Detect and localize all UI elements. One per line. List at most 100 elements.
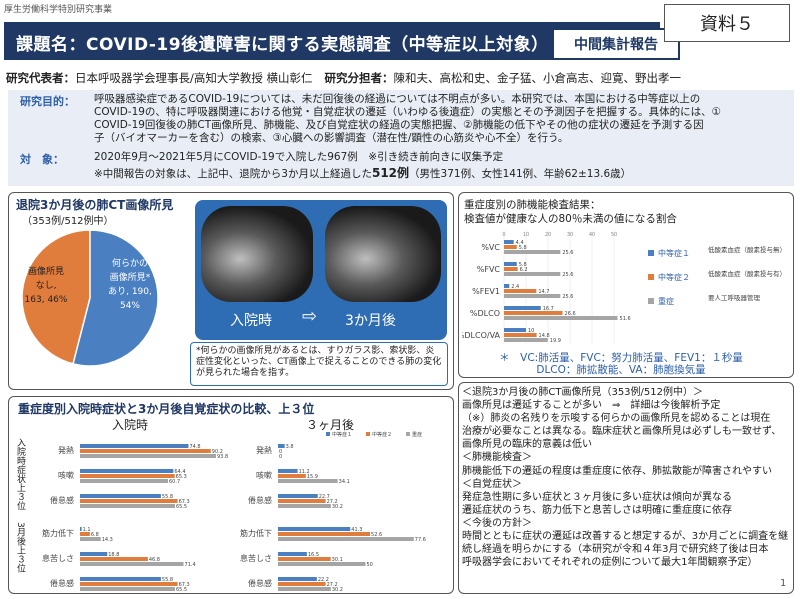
summary-line: ＜肺機能検査＞ xyxy=(462,452,532,464)
category-label: %DLCO xyxy=(470,309,500,318)
data-label: 50 xyxy=(367,562,373,568)
legend-swatch xyxy=(406,432,410,436)
symptom-label: 発熱 xyxy=(58,445,74,455)
data-label: 25.6 xyxy=(562,250,573,256)
symptom-label: 咳嗽 xyxy=(58,470,74,480)
data-label: 74.8 xyxy=(189,444,200,450)
ct-label-before: 入院時 xyxy=(230,313,272,329)
ct-pie-chart: 画像所見 なし, 163, 46% 何らかの 画像所見* あり, 190, 54… xyxy=(21,229,159,367)
category-label: %FEV1 xyxy=(472,287,500,296)
summary-line: 画像所見の臨床的意義は低い xyxy=(462,439,592,451)
data-label: 16.7 xyxy=(543,306,554,312)
bar-1 xyxy=(80,449,211,453)
page-number: 1 xyxy=(780,578,787,589)
group-label-3months: 3月後上３位 xyxy=(15,522,26,574)
data-label: 26.6 xyxy=(565,311,576,317)
data-label: 51.6 xyxy=(620,316,631,322)
data-label: 65.5 xyxy=(176,504,187,510)
target-label: 対 象： xyxy=(20,153,64,166)
lung-title-2: 検査値が健康な人の80％未満の値になる割合 xyxy=(464,213,677,225)
bar-2 xyxy=(80,504,175,508)
bar-0 xyxy=(504,262,517,266)
bar-0 xyxy=(80,494,161,498)
data-label: 22.2 xyxy=(318,577,329,583)
tick-label: 0 xyxy=(502,232,505,238)
data-label: 55.8 xyxy=(162,577,173,583)
tick-label: 30 xyxy=(567,232,573,238)
data-label: 5.8 xyxy=(519,262,527,268)
data-label: 30.2 xyxy=(332,504,343,510)
ct-panel-title: 退院3か月後の肺CT画像所見 xyxy=(16,198,174,212)
purpose-line: COVID-19の、特に呼吸器関連における他覚・自覚症状の遷延（いわゆる後遺症）… xyxy=(94,106,722,118)
data-label: 30.2 xyxy=(332,587,343,592)
pie-label-a-2: なし, xyxy=(36,280,57,291)
data-label: 55.8 xyxy=(162,494,173,500)
bar-1 xyxy=(278,499,326,503)
bar-1 xyxy=(80,474,175,478)
symptom-panel-title: 重症度別入院時症状と3か月後自覚症状の比較、上３位 xyxy=(18,402,315,416)
tick-label: 20 xyxy=(545,232,551,238)
legend-swatch xyxy=(648,250,654,256)
data-label: 46.8 xyxy=(149,557,160,563)
data-label: 65.5 xyxy=(176,587,187,592)
bar-1 xyxy=(80,557,148,561)
lung-function-panel xyxy=(458,192,794,378)
bar-2 xyxy=(80,479,169,483)
category-label: %FVC xyxy=(477,265,501,274)
summary-text: ＜退院3か月後の肺CT画像所見（353例/512例中）＞ 画像所見は遷延すること… xyxy=(462,386,790,569)
bar-0 xyxy=(278,577,317,581)
data-label: 11.2 xyxy=(299,469,310,475)
data-label: 16.5 xyxy=(308,552,319,558)
data-label: 30.1 xyxy=(332,557,343,563)
data-label: 25.6 xyxy=(562,294,573,300)
bar-2 xyxy=(504,294,561,298)
summary-panel xyxy=(458,382,794,594)
bar-0 xyxy=(278,444,285,448)
bar-1 xyxy=(504,245,517,249)
summary-line: 続し経過を明らかにする（本研究が令和４年3月で研究終了後は日本 xyxy=(462,544,769,556)
note-suffix: （男性371例、女性141例、年齢62±13.6歳） xyxy=(409,168,632,180)
category-label: %VC xyxy=(481,243,500,252)
purpose-label: 研究目的： xyxy=(20,95,75,108)
purpose-line: 子（バイオマーカーを含む）の検索、③心臓への影響調査（潜在性/顕性の心筋炎や心不… xyxy=(94,132,569,144)
bar-0 xyxy=(80,527,82,531)
pie-label-b-3: あり, 190, xyxy=(108,286,152,297)
symptom-label: 筋力低下 xyxy=(240,528,272,538)
purpose-box xyxy=(8,90,794,186)
page-title: 課題名：COVID-19後遺障害に関する実態調査（中等症以上対象） xyxy=(16,35,549,55)
bar-1 xyxy=(504,333,537,337)
legend-entry: 重症 xyxy=(412,431,422,438)
legend-note: 低酸素血症（酸素投与無） xyxy=(708,245,786,254)
bar-2 xyxy=(278,562,366,566)
legend-entry: 中等症２ xyxy=(372,431,392,438)
data-label: 6.2 xyxy=(520,267,528,273)
target-note: ※中間報告の対象は、上記中、退院から3か月以上経過した512例（男性371例、女… xyxy=(94,167,631,181)
bar-0 xyxy=(278,527,351,531)
bar-1 xyxy=(278,474,306,478)
symptom-label: 倦怠感 xyxy=(248,495,272,505)
tick-label: 10 xyxy=(523,232,529,238)
bar-0 xyxy=(80,577,161,581)
pie-label-a-3: 163, 46% xyxy=(25,295,68,305)
bar-2 xyxy=(80,454,217,458)
data-label: 6.8 xyxy=(91,532,99,538)
title-bar xyxy=(4,22,660,60)
bar-0 xyxy=(504,240,514,244)
bar-0 xyxy=(504,328,526,332)
data-label: 77.6 xyxy=(415,537,426,543)
symptom-label: 筋力低下 xyxy=(42,528,74,538)
abbr-line-1: ＊ VC:肺活量、FVC：努力肺活量、FEV1：１秒量 xyxy=(499,352,743,364)
bar-1 xyxy=(80,582,178,586)
abbreviation-note: ＊ VC:肺活量、FVC：努力肺活量、FEV1：１秒量 DLCO：肺拡散能、VA… xyxy=(470,352,772,376)
bar-0 xyxy=(278,494,318,498)
bar-2 xyxy=(80,537,101,541)
data-label: 14.3 xyxy=(102,537,113,543)
pie-label-b-2: 画像所見* xyxy=(110,271,151,283)
bar-2 xyxy=(80,587,175,591)
data-label: 93.8 xyxy=(217,454,228,460)
ministry-label: 厚生労働科学特別研究事業 xyxy=(4,5,113,15)
purpose-line: 呼吸器感染症であるCOVID-19については、未だ回復後の経過については不明点が… xyxy=(94,93,701,105)
symptom-left-header: 入院時 xyxy=(112,418,149,432)
symptom-label: 倦怠感 xyxy=(50,578,74,588)
legend-swatch xyxy=(326,432,330,436)
